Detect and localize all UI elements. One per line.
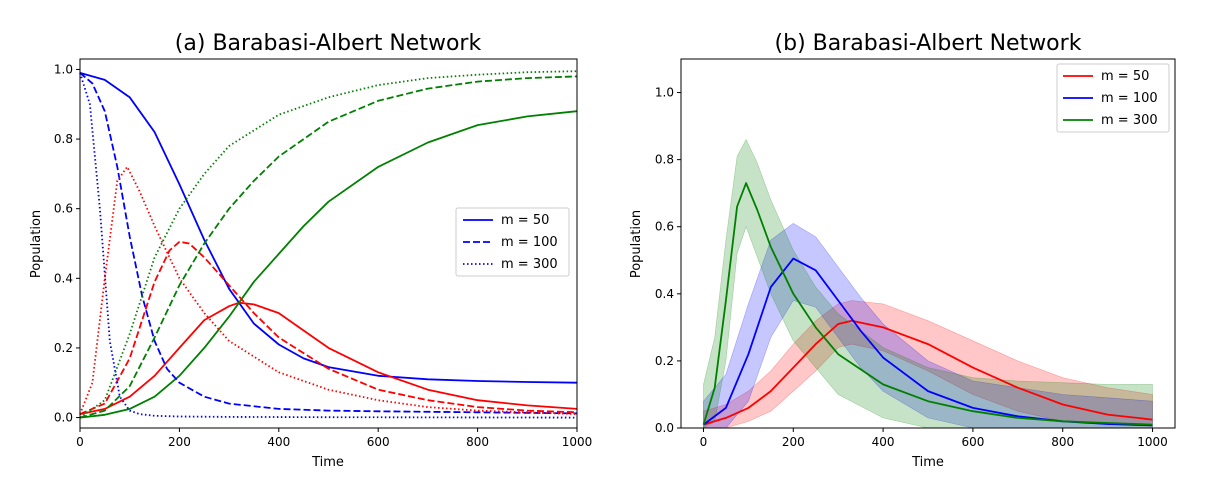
legend-label-m300-a: m = 300	[501, 257, 558, 272]
x-tick-label: 600	[961, 435, 984, 449]
y-tick-label: 0.4	[54, 271, 73, 285]
x-ticks-b: 0 200 400 600 800 1000	[700, 428, 1168, 449]
y-tick-label: 0.2	[655, 354, 674, 368]
x-tick-label: 400	[267, 435, 290, 449]
legend-label-m50-a: m = 50	[501, 213, 549, 228]
legend-label-m300-b: m = 300	[1101, 113, 1158, 128]
x-tick-label: 800	[466, 435, 489, 449]
y-tick-label: 0.4	[655, 287, 674, 301]
y-axis-label-a: Population	[29, 210, 44, 278]
series-line-green-m50-a	[79, 110, 578, 419]
y-tick-label: 1.0	[655, 86, 674, 100]
y-tick-label: 0.0	[54, 411, 73, 425]
y-tick-label: 1.0	[54, 62, 73, 76]
x-tick-label: 1000	[562, 435, 593, 449]
series-line-m1-b	[703, 319, 1153, 426]
x-tick-label: 0	[76, 435, 84, 449]
x-ticks-a: 0 200 400 600 800 1000	[76, 428, 592, 449]
legend-label-m100-b: m = 100	[1101, 91, 1158, 106]
panel-b: (b) Barabasi-Albert Network 0 200 400 600 80…	[629, 31, 1176, 470]
x-axis-label-b: Time	[911, 455, 944, 470]
legend-b: m = 50 m = 100 m = 300	[1056, 63, 1170, 133]
legend-a: m = 50 m = 100 m = 300	[455, 207, 570, 277]
panel-a: (a) Barabasi-Albert Network 0 200 400 600 80…	[29, 31, 592, 470]
y-axis-label-b: Population	[629, 210, 644, 278]
plot-frame-b	[680, 58, 1176, 429]
plot-frame-a	[79, 58, 578, 429]
y-ticks-b: 0.0 0.2 0.4 0.6 0.8 1.0	[655, 86, 681, 435]
x-tick-label: 200	[782, 435, 805, 449]
y-tick-label: 0.8	[655, 153, 674, 167]
y-tick-label: 0.2	[54, 341, 73, 355]
series-line-m3-b	[702, 182, 1153, 426]
x-tick-label: 0	[700, 435, 708, 449]
series-line-blue-m50-a	[79, 72, 578, 384]
x-tick-label: 400	[872, 435, 895, 449]
y-tick-label: 0.8	[54, 132, 73, 146]
legend-label-m50-b: m = 50	[1101, 69, 1149, 84]
y-tick-label: 0.6	[54, 202, 73, 216]
y-tick-label: 0.6	[655, 220, 674, 234]
chart-title-a: (a) Barabasi-Albert Network	[175, 31, 482, 56]
y-tick-label: 0.0	[655, 421, 674, 435]
x-tick-label: 200	[168, 435, 191, 449]
series-line-red-m300-a	[79, 166, 578, 415]
legend-box-a	[455, 207, 570, 277]
series-line-blue-m300-a	[79, 72, 578, 419]
x-tick-label: 600	[367, 435, 390, 449]
chart-title-b: (b) Barabasi-Albert Network	[775, 31, 1082, 56]
x-tick-label: 800	[1051, 435, 1074, 449]
y-ticks-a: 0.0 0.2 0.4 0.6 0.8 1.0	[54, 62, 80, 425]
x-axis-label-a: Time	[311, 455, 344, 470]
series-line-green-m100-a	[79, 75, 578, 419]
legend-box-b	[1056, 63, 1170, 133]
legend-label-m100-a: m = 100	[501, 235, 558, 250]
series-line-blue-m100-a	[79, 72, 578, 415]
plot-area-a	[79, 58, 578, 429]
series-line-red-m100-a	[79, 240, 578, 415]
series-line-red-m50-a	[79, 301, 578, 415]
x-tick-label: 1000	[1137, 435, 1168, 449]
plot-area-b	[680, 58, 1176, 429]
